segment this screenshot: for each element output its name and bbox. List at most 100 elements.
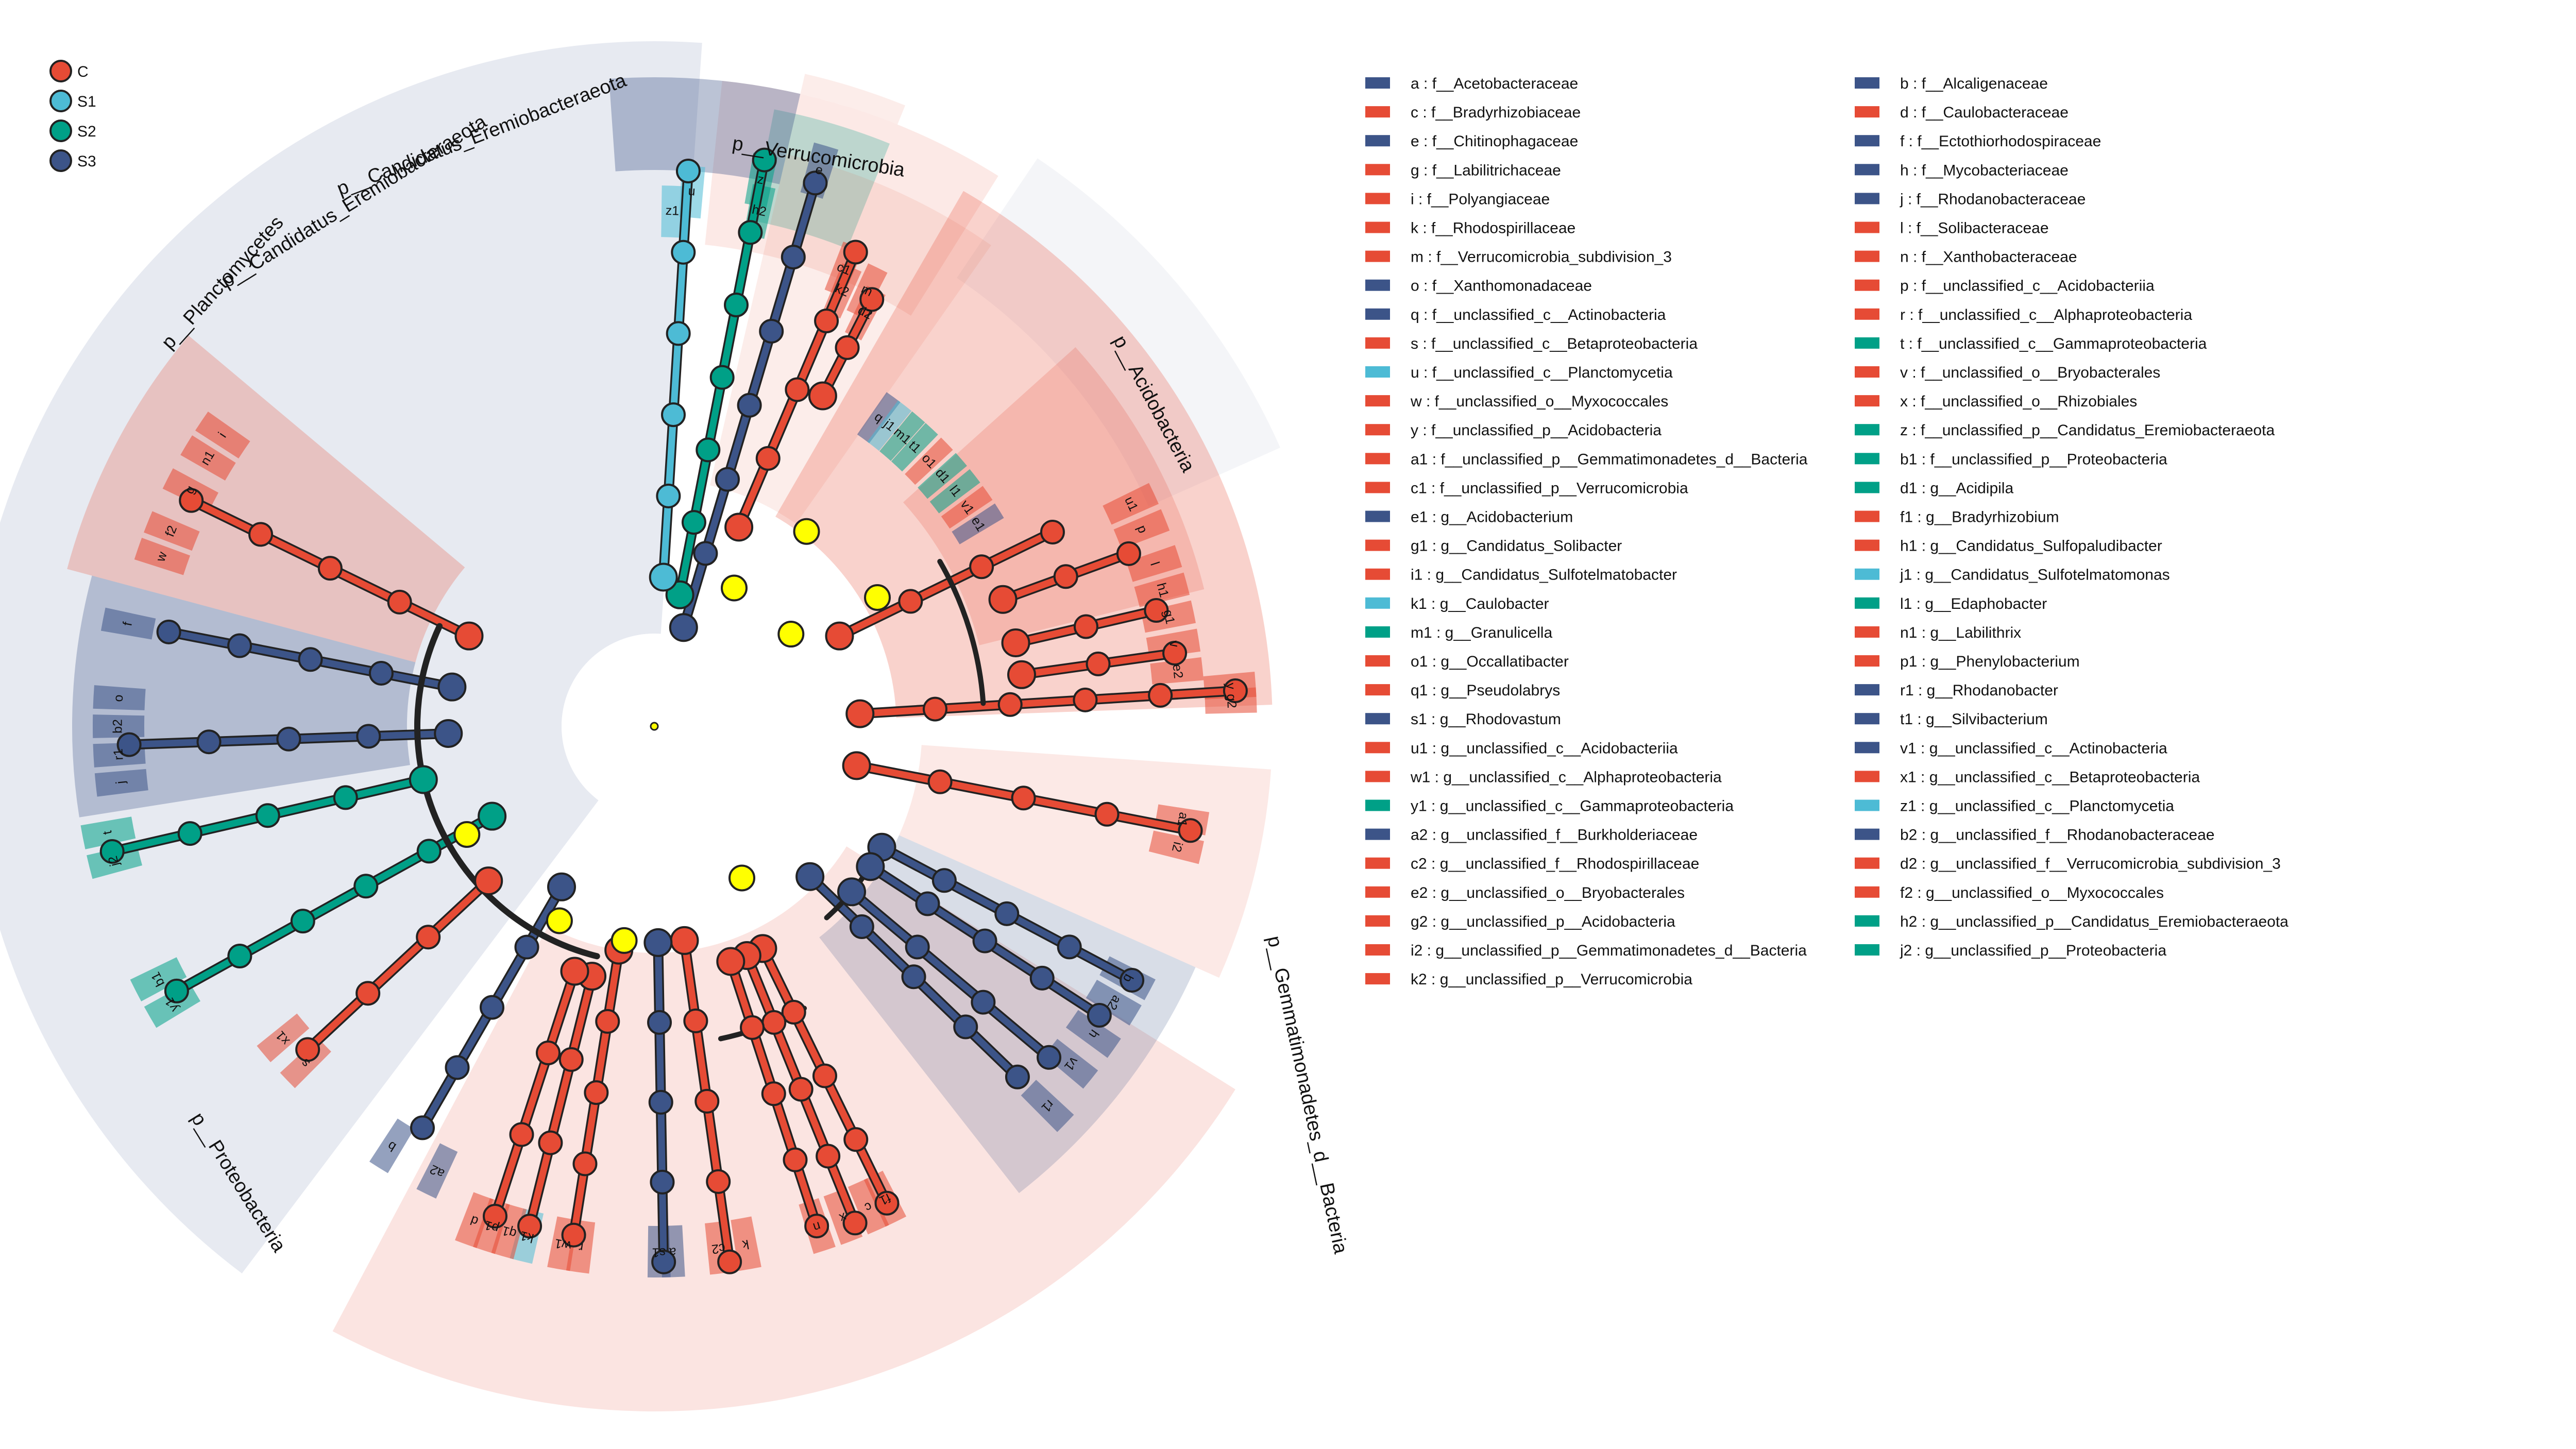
leaf-label-c2: c2 bbox=[711, 1240, 726, 1256]
leaf-strip-f bbox=[100, 607, 156, 640]
node-2-2 bbox=[660, 402, 686, 428]
node-29-2 bbox=[317, 556, 343, 581]
taxa-legend-left-swatch-g2 bbox=[1365, 915, 1390, 927]
node-18-3 bbox=[706, 1169, 731, 1194]
node-23-0 bbox=[547, 872, 576, 901]
taxa-legend-left-entry-a2: a2 : g__unclassified_f__Burkholderiaceae bbox=[1411, 827, 1698, 844]
taxa-legend-right-entry-f1: f1 : g__Bradyrhizobium bbox=[1900, 509, 2059, 526]
node-10-0 bbox=[842, 751, 871, 780]
node-4-1 bbox=[835, 335, 860, 360]
taxa-legend-left-swatch-e2 bbox=[1365, 886, 1390, 898]
taxa-legend-right-swatch-b bbox=[1855, 77, 1879, 89]
node-22-3 bbox=[482, 1204, 507, 1229]
leaf-strip-e2 bbox=[1150, 657, 1204, 685]
node-27-1 bbox=[356, 724, 381, 749]
taxa-legend-right-entry-b1: b1 : f__unclassified_p__Proteobacteria bbox=[1900, 451, 2167, 468]
group-legend-label-C: C bbox=[77, 63, 89, 80]
taxa-legend-left-entry-o1: o1 : g__Occallatibacter bbox=[1411, 653, 1569, 670]
node-19-3 bbox=[650, 1169, 675, 1195]
node-3-3 bbox=[814, 308, 839, 333]
taxa-legend-right-entry-n: n : f__Xanthobacteraceae bbox=[1900, 249, 2077, 266]
node-13-1 bbox=[905, 934, 930, 960]
intermediate-node-3 bbox=[728, 864, 755, 892]
leaf-label-e2: e2 bbox=[1170, 663, 1185, 679]
node-10-3 bbox=[1094, 802, 1120, 827]
leaf-strip-o1 bbox=[905, 437, 953, 485]
taxa-legend-right-entry-h1: h1 : g__Candidatus_Sulfopaludibacter bbox=[1900, 538, 2162, 555]
taxa-legend-right-swatch-f bbox=[1855, 135, 1879, 147]
node-2-3 bbox=[666, 321, 691, 346]
node-0-0 bbox=[669, 613, 698, 642]
group-legend-marker-S3 bbox=[49, 149, 72, 172]
node-26-3 bbox=[177, 821, 202, 846]
node-12-0 bbox=[856, 852, 885, 881]
taxa-legend-left-entry-c2: c2 : g__unclassified_f__Rhodospirillacea… bbox=[1411, 856, 1699, 873]
taxa-legend-right-entry-p1: p1 : g__Phenylobacterium bbox=[1900, 653, 2080, 670]
leaf-strip-n1 bbox=[180, 435, 236, 481]
node-9-3 bbox=[1073, 687, 1098, 712]
taxa-legend-left-swatch-a2 bbox=[1365, 828, 1390, 840]
taxa-legend-right-swatch-j2 bbox=[1855, 944, 1879, 956]
taxa-legend-right-swatch-h1 bbox=[1855, 539, 1879, 551]
node-16-1 bbox=[761, 1010, 787, 1035]
leaf-label-o: o bbox=[111, 694, 126, 702]
node-20-2 bbox=[584, 1080, 609, 1105]
node-3-2 bbox=[785, 377, 810, 402]
node-27-4 bbox=[116, 732, 142, 757]
leaf-strip-v1 bbox=[941, 486, 993, 529]
node-1-4 bbox=[724, 292, 749, 317]
leaf-label-g2: g2 bbox=[1224, 694, 1239, 709]
taxa-legend-left-swatch-s bbox=[1365, 337, 1390, 349]
taxa-legend-right-entry-r: r : f__unclassified_c__Alphaproteobacter… bbox=[1900, 306, 2192, 323]
node-9-2 bbox=[997, 692, 1023, 717]
node-16-3 bbox=[816, 1144, 841, 1169]
taxa-legend-left-entry-k1: k1 : g__Caulobacter bbox=[1411, 595, 1549, 612]
taxa-legend-right-swatch-z1 bbox=[1855, 799, 1879, 811]
leaf-strip-p bbox=[1113, 509, 1170, 549]
node-5-0 bbox=[825, 621, 854, 651]
leaf-strip-j1 bbox=[867, 400, 912, 451]
node-19-0 bbox=[643, 928, 673, 957]
leaf-strip-q1 bbox=[491, 1203, 527, 1259]
node-15-4 bbox=[874, 1190, 900, 1216]
node-7-0 bbox=[1001, 628, 1030, 658]
taxa-legend-right-swatch-b1 bbox=[1855, 453, 1879, 465]
taxa-legend-right-entry-h: h : f__Mycobacteriaceae bbox=[1900, 162, 2069, 179]
taxa-legend-left-swatch-c2 bbox=[1365, 857, 1390, 869]
node-27-2 bbox=[276, 726, 301, 752]
taxa-legend-right-entry-t1: t1 : g__Silvibacterium bbox=[1900, 711, 2048, 728]
root-node bbox=[650, 722, 659, 731]
taxa-legend-right-swatch-j1 bbox=[1855, 568, 1879, 580]
leaf-strip-l1 bbox=[929, 469, 980, 514]
node-23-1 bbox=[514, 934, 539, 960]
gemmatimonadetes-sector bbox=[899, 745, 1272, 978]
taxa-legend-left-swatch-i2 bbox=[1365, 944, 1390, 956]
node-12-2 bbox=[972, 928, 997, 953]
leaf-label-u: u bbox=[688, 184, 696, 199]
eremio-sector bbox=[705, 80, 998, 316]
node-1-2 bbox=[696, 437, 721, 463]
taxa-legend-left-swatch-g bbox=[1365, 164, 1390, 176]
group-legend-label-S1: S1 bbox=[77, 93, 96, 110]
taxa-legend-right-swatch-z bbox=[1855, 424, 1879, 436]
taxa-legend-left-swatch-u1 bbox=[1365, 742, 1390, 754]
node-19-2 bbox=[648, 1089, 673, 1115]
node-27-3 bbox=[196, 729, 222, 755]
node-2-0 bbox=[649, 562, 678, 592]
node-16-4 bbox=[842, 1211, 868, 1236]
leaf-label-k: k bbox=[741, 1237, 750, 1252]
taxa-legend-left-entry-c1: c1 : f__unclassified_p__Verrucomicrobia bbox=[1411, 480, 1688, 497]
taxa-legend-left-entry-s1: s1 : g__Rhodovastum bbox=[1411, 711, 1561, 728]
node-8-0 bbox=[1007, 660, 1036, 689]
leaf-label-r1: r1 bbox=[111, 748, 126, 761]
leaf-strip-x1 bbox=[257, 1013, 310, 1063]
taxa-legend-right-entry-l: l : f__Solibacteraceae bbox=[1900, 220, 2049, 237]
node-11-2 bbox=[994, 901, 1020, 926]
group-legend-label-S2: S2 bbox=[77, 123, 96, 140]
node-19-1 bbox=[647, 1010, 672, 1035]
node-21-1 bbox=[558, 1047, 584, 1072]
leaf-strip-a2 bbox=[1086, 980, 1142, 1026]
taxa-legend-right-swatch-l1 bbox=[1855, 597, 1879, 609]
leaf-strip-z1 bbox=[661, 185, 685, 238]
